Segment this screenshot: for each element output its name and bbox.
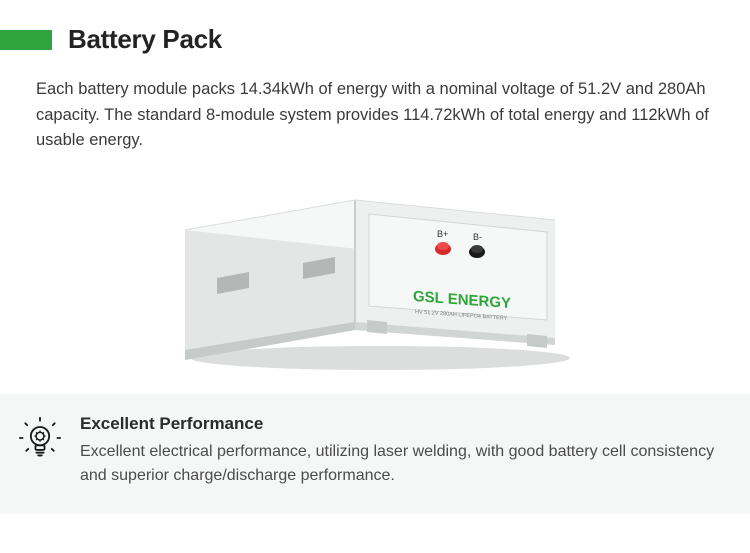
lightbulb-icon: [18, 414, 62, 460]
feature-band: Excellent Performance Excellent electric…: [0, 394, 750, 514]
accent-bar: [0, 30, 52, 50]
feature-description: Excellent electrical performance, utiliz…: [80, 440, 726, 488]
page-title: Battery Pack: [68, 24, 222, 55]
terminal-plus-label: B+: [437, 229, 448, 239]
description-text: Each battery module packs 14.34kWh of en…: [0, 55, 750, 154]
feature-text-block: Excellent Performance Excellent electric…: [80, 414, 726, 488]
battery-module-illustration: B+ B- GSL ENERGY HV 51.2V 280AH LIFEPO4 …: [155, 170, 595, 380]
feature-title: Excellent Performance: [80, 414, 726, 434]
terminal-minus-label: B-: [473, 232, 482, 242]
section-header: Battery Pack: [0, 24, 750, 55]
product-image: B+ B- GSL ENERGY HV 51.2V 280AH LIFEPO4 …: [0, 160, 750, 390]
